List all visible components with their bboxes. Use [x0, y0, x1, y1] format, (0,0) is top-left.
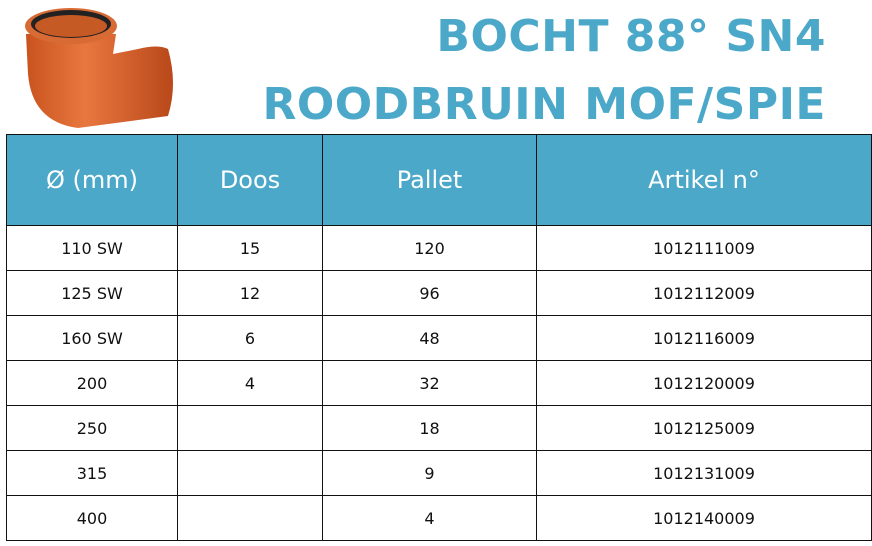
- cell-doos: [177, 450, 323, 496]
- cell-diameter: 125 SW: [6, 270, 178, 316]
- table-row: 400 4 1012140009: [6, 495, 872, 541]
- cell-pallet: 4: [322, 495, 537, 541]
- cell-pallet: 9: [322, 450, 537, 496]
- cell-artikel: 1012140009: [536, 495, 872, 541]
- table-row: 110 SW 15 120 1012111009: [6, 225, 872, 271]
- cell-artikel: 1012112009: [536, 270, 872, 316]
- header-pallet: Pallet: [322, 134, 537, 226]
- cell-pallet: 32: [322, 360, 537, 406]
- cell-artikel: 1012116009: [536, 315, 872, 361]
- cell-diameter: 110 SW: [6, 225, 178, 271]
- product-table: Ø (mm) Doos Pallet Artikel n° 110 SW 15 12…: [6, 134, 872, 541]
- cell-doos: 4: [177, 360, 323, 406]
- cell-diameter: 200: [6, 360, 178, 406]
- cell-diameter: 160 SW: [6, 315, 178, 361]
- cell-doos: 12: [177, 270, 323, 316]
- table-row: 200 4 32 1012120009: [6, 360, 872, 406]
- cell-doos: 15: [177, 225, 323, 271]
- cell-doos: 6: [177, 315, 323, 361]
- pipe-bend-image: [25, 8, 173, 128]
- title-line-2: ROODBRUIN MOF/SPIE: [262, 79, 826, 130]
- table-row: 250 18 1012125009: [6, 405, 872, 451]
- cell-diameter: 250: [6, 405, 178, 451]
- cell-pallet: 96: [322, 270, 537, 316]
- cell-artikel: 1012125009: [536, 405, 872, 451]
- cell-diameter: 315: [6, 450, 178, 496]
- cell-artikel: 1012111009: [536, 225, 872, 271]
- cell-doos: [177, 495, 323, 541]
- header-doos: Doos: [177, 134, 323, 226]
- header-artikel: Artikel n°: [536, 134, 872, 226]
- table-row: 160 SW 6 48 1012116009: [6, 315, 872, 361]
- table-row: 315 9 1012131009: [6, 450, 872, 496]
- header-diameter: Ø (mm): [6, 134, 178, 226]
- cell-artikel: 1012131009: [536, 450, 872, 496]
- cell-pallet: 18: [322, 405, 537, 451]
- cell-doos: [177, 405, 323, 451]
- cell-pallet: 48: [322, 315, 537, 361]
- cell-artikel: 1012120009: [536, 360, 872, 406]
- cell-pallet: 120: [322, 225, 537, 271]
- table-row: 125 SW 12 96 1012112009: [6, 270, 872, 316]
- title-line-1: BOCHT 88° SN4: [436, 11, 826, 62]
- table-header-row: Ø (mm) Doos Pallet Artikel n°: [6, 134, 872, 226]
- cell-diameter: 400: [6, 495, 178, 541]
